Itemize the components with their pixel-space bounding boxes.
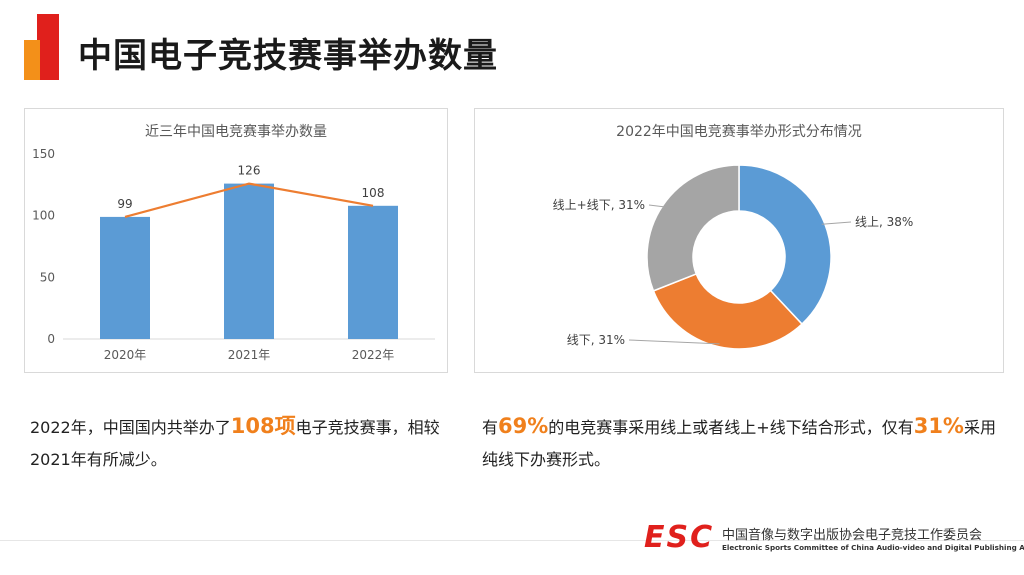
caption-left-post: 电子竞技赛事，相较2021年有所减少。 — [30, 418, 440, 469]
donut-data-label: 线上+线下, 31% — [553, 198, 645, 212]
donut-chart-panel: 2022年中国电竞赛事举办形式分布情况 线上, 38% 线下, 31% 线上+线下,… — [474, 108, 1004, 373]
y-tick-label: 100 — [32, 209, 55, 223]
title-accent — [24, 14, 59, 80]
trend-line — [124, 182, 374, 218]
x-tick-label: 2022年 — [352, 348, 395, 362]
title-accent-orange — [24, 40, 40, 80]
caption-right: 有69%的电竞赛事采用线上或者线上+线下结合形式，仅有31%采用纯线下办赛形式。 — [482, 410, 1002, 476]
caption-right-pre: 有 — [482, 418, 499, 437]
x-tick-label: 2020年 — [104, 348, 147, 362]
caption-left-pre: 2022年，中国国内共举办了 — [30, 418, 231, 437]
footer-org-en: Electronic Sports Committee of China Aud… — [722, 543, 1024, 552]
bar-2020年 — [100, 216, 150, 339]
bar-data-label: 99 — [117, 197, 132, 211]
donut-data-label: 线下, 31% — [567, 333, 625, 347]
y-tick-label: 50 — [40, 270, 55, 284]
donut-slice-1 — [652, 272, 804, 350]
caption-right-highlight-2: 31% — [913, 414, 964, 438]
page-title: 中国电子竞技赛事举办数量 — [78, 36, 498, 76]
y-tick-label: 0 — [47, 332, 55, 346]
donut-leader-line — [821, 221, 852, 225]
donut-leader-line — [648, 204, 666, 208]
donut-slice-0 — [738, 164, 832, 326]
caption-left-highlight: 108项 — [230, 414, 296, 438]
esc-logo: ESC — [644, 520, 715, 555]
bar-data-label: 108 — [362, 186, 385, 200]
bar-chart: 0 50 100 150 99 2020年 126 2021年 108 2022年 — [32, 147, 435, 362]
footer-org-cn: 中国音像与数字出版协会电子竞技工作委员会 — [722, 528, 983, 543]
caption-left: 2022年，中国国内共举办了108项电子竞技赛事，相较2021年有所减少。 — [30, 410, 444, 476]
donut-leader-line — [628, 339, 720, 345]
caption-right-post: 采用纯线下办赛形式。 — [482, 418, 996, 469]
title-accent-red — [37, 14, 59, 80]
donut-chart: 线上, 38% 线下, 31% 线上+线下, 31% — [553, 164, 913, 350]
caption-right-mid: 的电竞赛事采用线上或者线上+线下结合形式，仅有 — [548, 418, 914, 437]
bar-chart-panel: 近三年中国电竞赛事举办数量 0 50 100 150 99 2020年 126 2021年 10… — [24, 108, 448, 373]
y-tick-label: 150 — [32, 147, 55, 161]
caption-right-highlight-1: 69% — [498, 414, 549, 438]
bar-2021年 — [224, 183, 274, 339]
bar-2022年 — [348, 205, 398, 339]
donut-chart-title: 2022年中国电竞赛事举办形式分布情况 — [616, 124, 862, 140]
x-tick-label: 2021年 — [228, 348, 271, 362]
bar-chart-title: 近三年中国电竞赛事举办数量 — [145, 124, 327, 140]
footer-divider — [0, 540, 1024, 541]
donut-slice-2 — [646, 164, 740, 292]
bar-data-label: 126 — [238, 164, 261, 178]
donut-data-label: 线上, 38% — [855, 215, 913, 229]
